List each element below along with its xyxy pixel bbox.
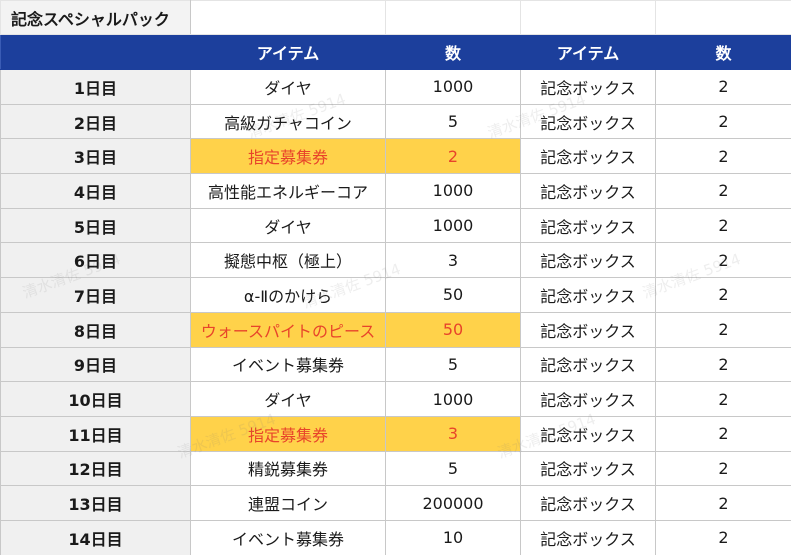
day-cell[interactable]: 13日目 [0, 485, 191, 521]
day-cell[interactable]: 8日目 [0, 311, 191, 348]
item1-cell[interactable]: ダイヤ [190, 381, 386, 417]
qty2-cell[interactable]: 2 [655, 69, 791, 105]
qty1-cell[interactable]: 5 [385, 346, 521, 383]
qty2-cell[interactable]: 2 [655, 415, 791, 452]
day-cell[interactable]: 1日目 [0, 69, 191, 105]
item2-cell[interactable]: 記念ボックス [520, 103, 656, 140]
item2-cell[interactable]: 記念ボックス [520, 277, 656, 313]
empty-cell[interactable] [520, 0, 656, 35]
item1-cell[interactable]: 精鋭募集券 [190, 450, 386, 487]
header-item2[interactable]: アイテム [520, 34, 656, 70]
title-row: 記念スペシャルパック [0, 0, 791, 35]
table-row: 7日目 α-Ⅱのかけら 50 記念ボックス 2 [0, 277, 791, 313]
item2-cell[interactable]: 記念ボックス [520, 138, 656, 175]
item1-cell[interactable]: イベント募集券 [190, 346, 386, 383]
item2-cell[interactable]: 記念ボックス [520, 519, 656, 555]
table-row: 3日目 指定募集券 2 記念ボックス 2 [0, 138, 791, 175]
qty1-cell[interactable]: 3 [385, 242, 521, 279]
item2-cell[interactable]: 記念ボックス [520, 242, 656, 279]
sheet-title[interactable]: 記念スペシャルパック [0, 0, 191, 35]
item2-cell[interactable]: 記念ボックス [520, 415, 656, 452]
day-cell[interactable]: 7日目 [0, 277, 191, 313]
item2-cell[interactable]: 記念ボックス [520, 346, 656, 383]
qty2-cell[interactable]: 2 [655, 519, 791, 555]
empty-cell[interactable] [655, 0, 791, 35]
table-row: 14日目 イベント募集券 10 記念ボックス 2 [0, 519, 791, 555]
header-day[interactable] [0, 34, 191, 70]
table-row: 6日目 擬態中枢（極上） 3 記念ボックス 2 [0, 242, 791, 279]
header-row: アイテム 数 アイテム 数 [0, 34, 791, 70]
header-qty2[interactable]: 数 [655, 34, 791, 70]
day-cell[interactable]: 12日目 [0, 450, 191, 487]
item1-cell[interactable]: 擬態中枢（極上） [190, 242, 386, 279]
table-row: 12日目 精鋭募集券 5 記念ボックス 2 [0, 450, 791, 487]
item2-cell[interactable]: 記念ボックス [520, 311, 656, 348]
qty1-cell[interactable]: 5 [385, 450, 521, 487]
qty2-cell[interactable]: 2 [655, 242, 791, 279]
table-row: 9日目 イベント募集券 5 記念ボックス 2 [0, 346, 791, 383]
qty1-cell[interactable]: 1000 [385, 381, 521, 417]
item1-cell[interactable]: ウォースパイトのピース [190, 311, 386, 348]
table-row: 11日目 指定募集券 3 記念ボックス 2 [0, 415, 791, 452]
item1-cell[interactable]: ダイヤ [190, 207, 386, 244]
qty2-cell[interactable]: 2 [655, 346, 791, 383]
table-row: 13日目 連盟コイン 200000 記念ボックス 2 [0, 485, 791, 521]
item2-cell[interactable]: 記念ボックス [520, 381, 656, 417]
item2-cell[interactable]: 記念ボックス [520, 485, 656, 521]
table-row: 1日目 ダイヤ 1000 記念ボックス 2 [0, 69, 791, 105]
qty1-cell[interactable]: 1000 [385, 69, 521, 105]
item1-cell[interactable]: 高性能エネルギーコア [190, 173, 386, 209]
table-row: 2日目 高級ガチャコイン 5 記念ボックス 2 [0, 103, 791, 140]
header-qty1[interactable]: 数 [385, 34, 521, 70]
item2-cell[interactable]: 記念ボックス [520, 69, 656, 105]
qty2-cell[interactable]: 2 [655, 103, 791, 140]
day-cell[interactable]: 10日目 [0, 381, 191, 417]
day-cell[interactable]: 14日目 [0, 519, 191, 555]
item1-cell[interactable]: α-Ⅱのかけら [190, 277, 386, 313]
item2-cell[interactable]: 記念ボックス [520, 450, 656, 487]
day-cell[interactable]: 2日目 [0, 103, 191, 140]
item1-cell[interactable]: イベント募集券 [190, 519, 386, 555]
qty2-cell[interactable]: 2 [655, 207, 791, 244]
qty1-cell[interactable]: 1000 [385, 173, 521, 209]
day-cell[interactable]: 4日目 [0, 173, 191, 209]
item2-cell[interactable]: 記念ボックス [520, 173, 656, 209]
item1-cell[interactable]: 指定募集券 [190, 415, 386, 452]
qty1-cell[interactable]: 3 [385, 415, 521, 452]
qty1-cell[interactable]: 1000 [385, 207, 521, 244]
item2-cell[interactable]: 記念ボックス [520, 207, 656, 244]
table-row: 10日目 ダイヤ 1000 記念ボックス 2 [0, 381, 791, 417]
qty1-cell[interactable]: 2 [385, 138, 521, 175]
qty2-cell[interactable]: 2 [655, 485, 791, 521]
day-cell[interactable]: 6日目 [0, 242, 191, 279]
qty2-cell[interactable]: 2 [655, 173, 791, 209]
item1-cell[interactable]: ダイヤ [190, 69, 386, 105]
qty1-cell[interactable]: 50 [385, 277, 521, 313]
day-cell[interactable]: 5日目 [0, 207, 191, 244]
day-cell[interactable]: 9日目 [0, 346, 191, 383]
header-item1[interactable]: アイテム [190, 34, 386, 70]
qty1-cell[interactable]: 50 [385, 311, 521, 348]
qty2-cell[interactable]: 2 [655, 138, 791, 175]
qty1-cell[interactable]: 5 [385, 103, 521, 140]
qty2-cell[interactable]: 2 [655, 450, 791, 487]
item1-cell[interactable]: 高級ガチャコイン [190, 103, 386, 140]
empty-cell[interactable] [190, 0, 386, 35]
item1-cell[interactable]: 連盟コイン [190, 485, 386, 521]
item1-cell[interactable]: 指定募集券 [190, 138, 386, 175]
table-row: 4日目 高性能エネルギーコア 1000 記念ボックス 2 [0, 173, 791, 209]
day-cell[interactable]: 11日目 [0, 415, 191, 452]
qty2-cell[interactable]: 2 [655, 311, 791, 348]
qty1-cell[interactable]: 200000 [385, 485, 521, 521]
empty-cell[interactable] [385, 0, 521, 35]
table-row: 8日目 ウォースパイトのピース 50 記念ボックス 2 [0, 311, 791, 348]
qty1-cell[interactable]: 10 [385, 519, 521, 555]
qty2-cell[interactable]: 2 [655, 381, 791, 417]
qty2-cell[interactable]: 2 [655, 277, 791, 313]
day-cell[interactable]: 3日目 [0, 138, 191, 175]
table-row: 5日目 ダイヤ 1000 記念ボックス 2 [0, 207, 791, 244]
